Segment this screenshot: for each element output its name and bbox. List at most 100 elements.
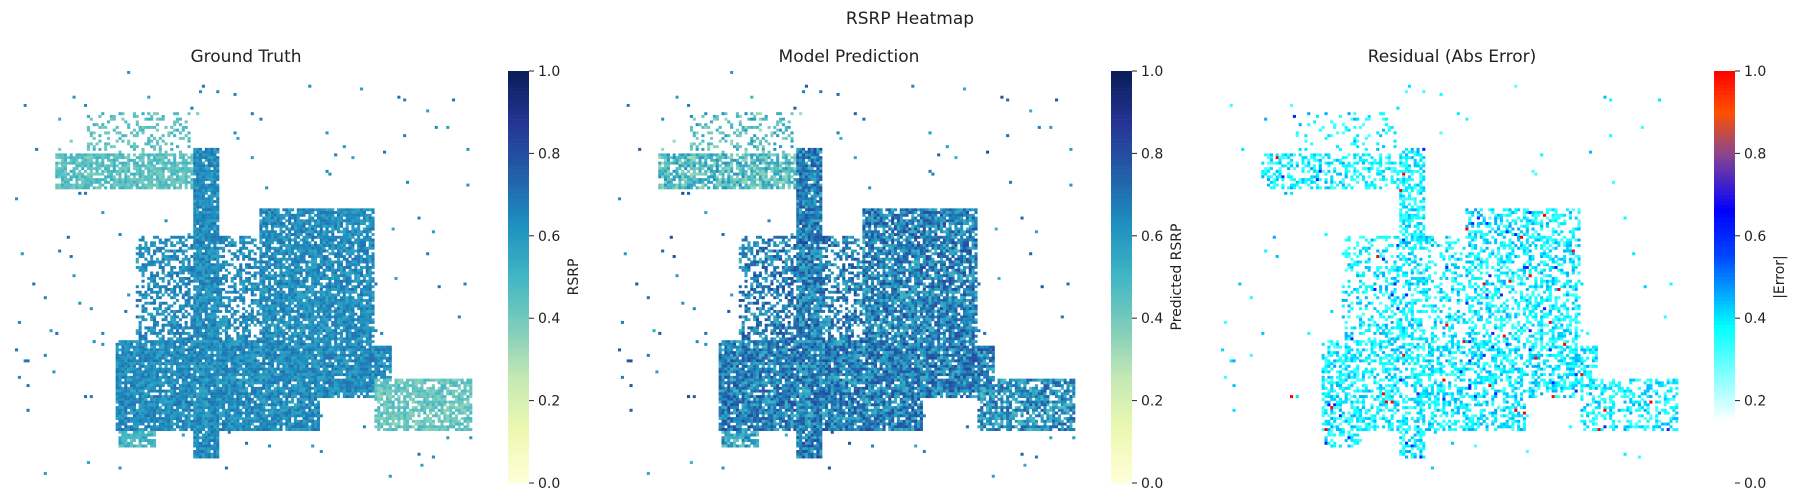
- heat-cell: [276, 329, 280, 333]
- heat-cell: [164, 125, 168, 129]
- heat-cell: [161, 134, 165, 138]
- heat-cell: [224, 378, 228, 382]
- heat-cell: [158, 136, 162, 140]
- heat-cell: [345, 227, 349, 231]
- heat-cell: [345, 337, 349, 341]
- heat-cell: [291, 340, 295, 344]
- heat-cell: [84, 164, 88, 168]
- heat-cell: [351, 233, 355, 236]
- heat-cell: [299, 279, 303, 283]
- heat-cell: [351, 331, 355, 335]
- heat-cell: [262, 274, 266, 278]
- heat-cell: [181, 312, 185, 316]
- heat-cell: [141, 169, 145, 173]
- heat-cell: [325, 227, 329, 231]
- heat-cell: [167, 359, 171, 363]
- heat-cell: [314, 244, 318, 247]
- heat-cell: [204, 356, 208, 360]
- heat-cell: [201, 153, 205, 157]
- heat-cell: [219, 326, 223, 330]
- heat-cell: [124, 183, 128, 187]
- heat-cell: [109, 183, 113, 187]
- heat-cell: [236, 373, 240, 377]
- heat-cell: [245, 279, 249, 283]
- heat-cell: [196, 351, 200, 355]
- heat-cell: [107, 153, 111, 157]
- heat-cell: [69, 156, 73, 160]
- heat-cell: [130, 351, 134, 355]
- heat-cell: [161, 257, 165, 261]
- heat-cell: [155, 274, 159, 278]
- heat-cell: [322, 263, 326, 267]
- heat-cell: [348, 301, 352, 305]
- heat-cell: [196, 213, 200, 217]
- heat-cell: [337, 362, 341, 366]
- heat-cell: [132, 362, 136, 366]
- heat-cell: [268, 244, 272, 247]
- heat-cell: [331, 356, 335, 360]
- heat-cell: [207, 373, 211, 377]
- heat-cell: [325, 290, 329, 294]
- heat-cell: [383, 364, 387, 368]
- heat-cell: [155, 158, 159, 162]
- heat-cell: [247, 304, 251, 308]
- heat-cell: [158, 340, 162, 344]
- heat-cell: [193, 205, 197, 209]
- heat-cell: [334, 320, 338, 324]
- heat-cell: [63, 175, 67, 179]
- heat-cell: [325, 263, 329, 267]
- heat-cell: [339, 309, 343, 313]
- heat-cell: [342, 279, 346, 283]
- heat-cell: [167, 287, 171, 291]
- heat-cell: [153, 279, 157, 283]
- heat-cell: [256, 285, 260, 289]
- heat-cell: [213, 304, 217, 308]
- heat-cell: [314, 249, 318, 253]
- heat-cell: [78, 156, 82, 160]
- heat-cell: [273, 219, 277, 223]
- heat-cell: [242, 279, 246, 283]
- heat-cell: [184, 362, 188, 366]
- heat-cell: [259, 252, 263, 256]
- heat-cell: [132, 167, 136, 171]
- heat-cell: [239, 362, 243, 366]
- heat-cell: [167, 238, 171, 242]
- heat-cell: [365, 364, 369, 368]
- heat-cell: [69, 183, 73, 187]
- heat-cell: [69, 153, 73, 157]
- heat-cell: [311, 266, 315, 269]
- heat-cell: [164, 364, 168, 368]
- heat-cell: [176, 320, 180, 324]
- heat-cell: [276, 345, 280, 349]
- heat-cell: [311, 233, 315, 236]
- heat-cell: [325, 260, 329, 264]
- heat-cell: [213, 167, 217, 171]
- heat-cell: [454, 378, 458, 382]
- heat-cell: [173, 309, 177, 313]
- heat-cell: [380, 345, 384, 349]
- heat-cell: [322, 373, 326, 377]
- heat-cell: [201, 205, 205, 209]
- heat-cell: [224, 307, 228, 311]
- heat-cell: [322, 222, 326, 226]
- heat-cell: [247, 356, 251, 360]
- heat-cell: [213, 370, 217, 374]
- heat-cell: [316, 337, 320, 341]
- heat-cell: [184, 315, 188, 319]
- heat-cell: [273, 342, 277, 346]
- heat-cell: [334, 370, 338, 374]
- heat-cell: [362, 285, 366, 289]
- heat-cell: [268, 241, 272, 245]
- heat-cell: [204, 246, 208, 250]
- heat-cell: [155, 348, 159, 352]
- heat-cell: [365, 309, 369, 313]
- heat-cell: [178, 356, 182, 360]
- heat-cell: [276, 353, 280, 357]
- heat-cell: [187, 161, 191, 165]
- heat-cell: [362, 326, 366, 330]
- heat-cell: [308, 312, 312, 316]
- heat-cell: [259, 268, 263, 272]
- heat-cell: [325, 298, 329, 302]
- heat-cell: [285, 246, 289, 250]
- heat-cell: [95, 172, 99, 176]
